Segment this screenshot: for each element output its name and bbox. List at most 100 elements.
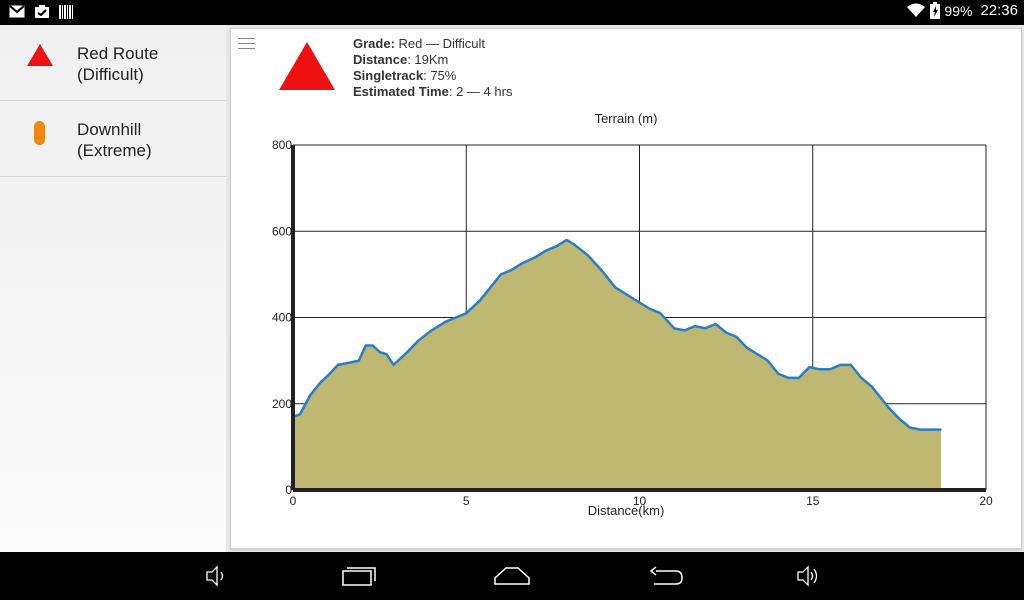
- data-point: [510, 269, 513, 271]
- data-point: [683, 329, 686, 332]
- orange-pill-icon: [34, 121, 45, 145]
- data-point: [347, 361, 350, 364]
- clock: 22:36: [980, 2, 1018, 19]
- y-tick-label: 800: [272, 138, 292, 152]
- data-point: [870, 385, 873, 388]
- data-point: [600, 269, 603, 271]
- route-info: Grade: Red — Difficult Distance: 19Km Si…: [353, 36, 512, 100]
- data-point: [877, 394, 880, 396]
- data-point: [704, 327, 707, 330]
- data-point: [299, 413, 301, 416]
- data-point: [444, 321, 447, 323]
- data-point: [337, 364, 339, 366]
- data-point: [919, 428, 921, 431]
- route-detail-card: Grade: Red — Difficult Distance: 19Km Si…: [230, 28, 1022, 549]
- route-label: Red Route (Difficult): [77, 43, 158, 85]
- recents-icon[interactable]: [340, 562, 378, 590]
- red-triangle-icon: [27, 44, 53, 66]
- terrain-chart: Terrain (m) Distance(km) 0 5 10 15 200200400…: [272, 111, 993, 518]
- data-point: [929, 428, 932, 431]
- data-point: [787, 377, 790, 379]
- data-point: [635, 299, 637, 302]
- data-point: [818, 368, 821, 371]
- x-tick-label: 0: [290, 494, 297, 508]
- menu-icon[interactable]: [238, 38, 255, 49]
- grade-label: Grade:: [353, 36, 395, 51]
- app-content: Red Route (Difficult) Downhill (Extreme)…: [0, 25, 1024, 552]
- data-point: [746, 346, 748, 349]
- data-point: [378, 351, 381, 353]
- wifi-icon: [907, 3, 926, 17]
- y-tick-label: 200: [272, 397, 292, 411]
- route-name: Red Route: [77, 44, 159, 63]
- data-point: [908, 426, 911, 429]
- data-point: [430, 329, 433, 332]
- data-point: [735, 336, 738, 338]
- data-point: [555, 245, 558, 248]
- data-point: [624, 292, 627, 295]
- route-name: Downhill: [77, 120, 142, 139]
- data-point: [385, 353, 388, 355]
- time-label: Estimated Time: [353, 84, 449, 99]
- route-item-red[interactable]: Red Route (Difficult): [0, 25, 226, 101]
- status-bar: 99% 22:36: [0, 0, 1024, 25]
- data-point: [520, 262, 523, 265]
- distance-value: : 19Km: [407, 52, 449, 67]
- data-point: [489, 286, 492, 289]
- y-tick-label: 600: [272, 224, 292, 238]
- data-point: [364, 344, 367, 347]
- x-tick-label: 10: [633, 494, 647, 508]
- data-point: [500, 273, 502, 276]
- route-difficulty: (Extreme): [77, 141, 152, 160]
- data-point: [756, 353, 759, 355]
- data-point: [714, 323, 717, 325]
- clipboard-icon: [35, 5, 49, 18]
- singletrack-value: : 75%: [423, 68, 457, 83]
- data-point: [572, 243, 575, 245]
- terrain-area-fill: [293, 239, 941, 490]
- data-point: [479, 299, 481, 302]
- route-difficulty: (Difficult): [77, 65, 144, 84]
- data-point: [829, 368, 831, 371]
- data-point: [545, 249, 547, 252]
- data-point: [309, 394, 312, 396]
- data-point: [586, 254, 589, 256]
- data-point: [808, 366, 811, 368]
- battery-icon: [930, 2, 941, 19]
- y-tick-label: 400: [272, 311, 292, 325]
- data-point: [326, 374, 329, 377]
- data-point: [940, 428, 942, 431]
- x-tick-label: 15: [806, 494, 820, 508]
- data-point: [839, 364, 842, 366]
- navigation-bar: [0, 552, 1024, 600]
- data-point: [392, 364, 395, 366]
- data-point: [319, 381, 322, 383]
- x-axis-label: Distance(km): [588, 503, 665, 518]
- route-list: Red Route (Difficult) Downhill (Extreme): [0, 25, 226, 552]
- data-point: [777, 372, 779, 375]
- back-icon[interactable]: [648, 562, 684, 590]
- x-tick-label: 20: [979, 494, 993, 508]
- gmail-icon: [9, 5, 25, 18]
- data-point: [860, 377, 863, 379]
- data-point: [649, 308, 651, 310]
- data-point: [659, 312, 662, 314]
- chart-title: Terrain (m): [595, 111, 658, 126]
- volume-up-icon[interactable]: [795, 562, 821, 590]
- data-point: [694, 325, 696, 327]
- home-icon[interactable]: [493, 562, 531, 590]
- route-label: Downhill (Extreme): [77, 119, 152, 161]
- data-point: [888, 407, 890, 409]
- terrain-line: [292, 238, 941, 431]
- data-point: [416, 340, 419, 343]
- data-point: [766, 359, 769, 362]
- data-point: [406, 351, 409, 353]
- data-point: [614, 286, 617, 289]
- distance-label: Distance: [353, 52, 408, 67]
- route-item-downhill[interactable]: Downhill (Extreme): [0, 101, 226, 177]
- volume-down-icon[interactable]: [203, 562, 227, 590]
- data-point: [358, 359, 360, 362]
- singletrack-label: Singletrack: [353, 68, 424, 83]
- y-tick-label: 0: [285, 483, 292, 497]
